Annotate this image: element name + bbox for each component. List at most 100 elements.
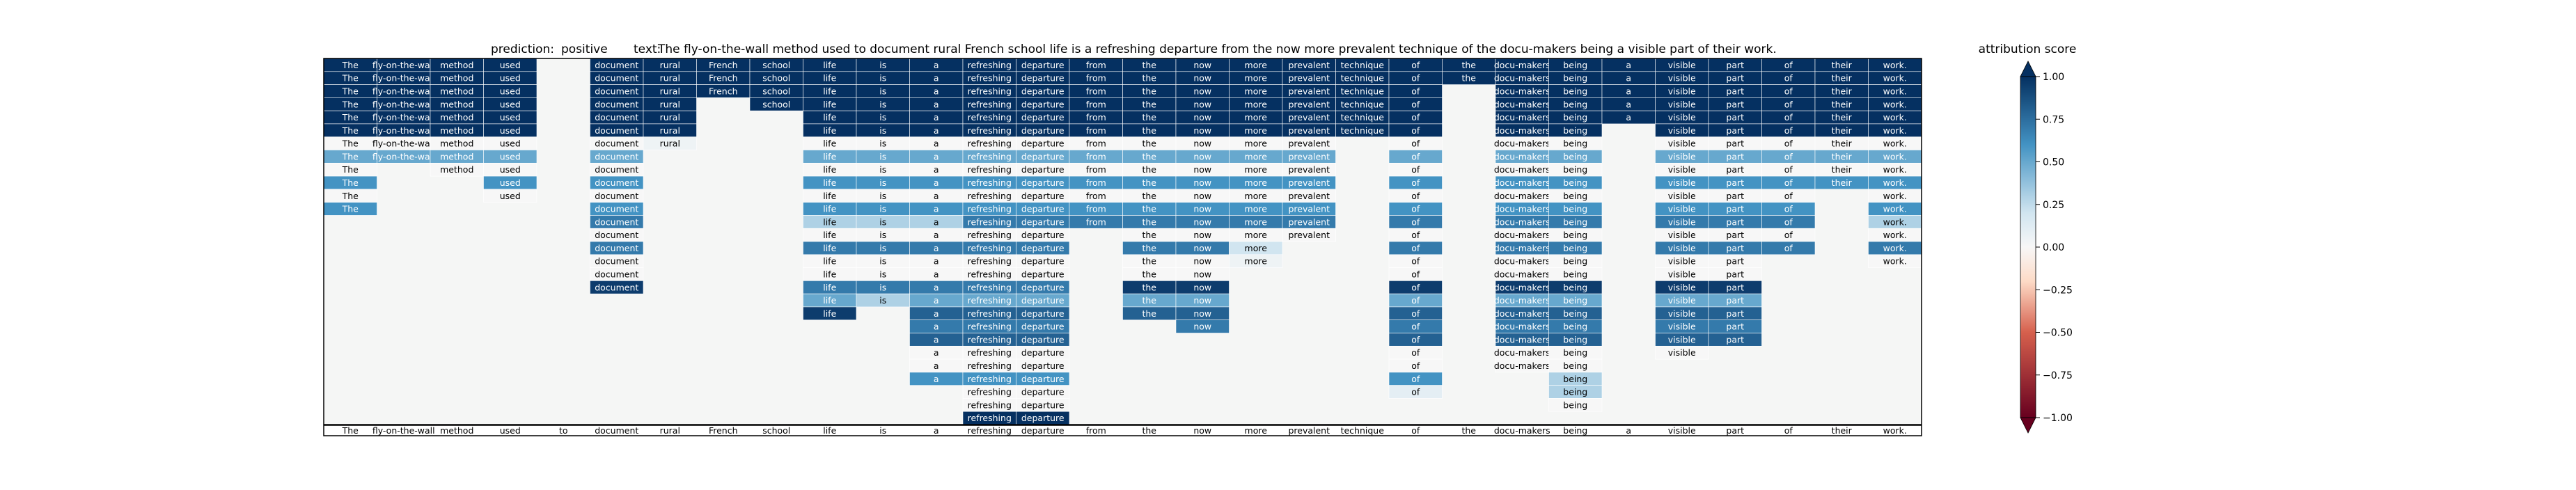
heatmap-cell-token: visible xyxy=(1668,243,1696,253)
heatmap-cell-token: used xyxy=(500,99,521,109)
heatmap-cell-token: life xyxy=(823,308,836,319)
heatmap-cell-token: of xyxy=(1411,112,1420,122)
heatmap-cell-token: work. xyxy=(1883,125,1907,136)
heatmap-cell-token: docu-makers xyxy=(1494,347,1550,358)
heatmap-cell-token: now xyxy=(1193,151,1211,161)
heatmap-cell-token: French xyxy=(709,73,738,84)
heatmap-cell-token: their xyxy=(1832,73,1853,84)
heatmap-cell-token: document xyxy=(595,177,638,188)
heatmap-cell-token: prevalent xyxy=(1288,204,1330,214)
heatmap-cell-token: life xyxy=(823,204,836,214)
heatmap-cell-token: work. xyxy=(1883,204,1907,214)
heatmap-cell-token: document xyxy=(595,125,638,136)
heatmap-cell-token: from xyxy=(1086,125,1106,136)
heatmap-cell-token: prevalent xyxy=(1288,230,1330,240)
heatmap-cell-token: now xyxy=(1193,177,1211,188)
heatmap-cell-token: docu-makers xyxy=(1494,177,1550,188)
heatmap-cell-token: the xyxy=(1142,256,1156,267)
heatmap-cell-token: a xyxy=(934,361,939,371)
heatmap-cell-token: prevalent xyxy=(1288,216,1330,227)
heatmap-cell-token: their xyxy=(1832,139,1853,149)
heatmap-cell-token: from xyxy=(1086,73,1106,84)
heatmap-cell-token: is xyxy=(879,230,886,240)
heatmap-cell-token: of xyxy=(1411,73,1420,84)
heatmap-cell-token: now xyxy=(1193,73,1211,84)
heatmap-cell-token: The xyxy=(342,177,359,188)
heatmap-cell-token: refreshing xyxy=(968,125,1012,136)
heatmap-cell-token: of xyxy=(1411,308,1420,319)
heatmap-cell-token: of xyxy=(1411,86,1420,96)
heatmap-cell-token: document xyxy=(595,151,638,161)
heatmap-cell-token: refreshing xyxy=(968,204,1012,214)
heatmap-cell-token: being xyxy=(1563,334,1587,345)
heatmap-cell-token: document xyxy=(595,86,638,96)
heatmap-cell-token: school xyxy=(762,60,790,70)
heatmap-cell-token: being xyxy=(1563,216,1587,227)
heatmap-cell-token: work. xyxy=(1883,230,1907,240)
heatmap-cell-token: the xyxy=(1142,282,1156,292)
heatmap-cell-token: more xyxy=(1245,191,1268,201)
token-axis-label: of xyxy=(1784,425,1793,436)
heatmap-cell-token: more xyxy=(1245,125,1268,136)
heatmap-cell-token: departure xyxy=(1021,322,1065,332)
heatmap-cell-token: document xyxy=(595,216,638,227)
token-axis-frame xyxy=(323,425,1922,436)
token-axis-label: the xyxy=(1461,425,1476,436)
heatmap-cell-token: is xyxy=(879,99,886,109)
heatmap-cell-token: of xyxy=(1411,60,1420,70)
heatmap-cell-token: docu-makers xyxy=(1494,112,1550,122)
heatmap-cell-token: a xyxy=(1626,73,1631,84)
heatmap-cell-token: work. xyxy=(1883,86,1907,96)
heatmap-cell-token: refreshing xyxy=(968,282,1012,292)
heatmap-cell-token: part xyxy=(1726,99,1744,109)
heatmap-cell-token: docu-makers xyxy=(1494,60,1550,70)
heatmap-cell-token: visible xyxy=(1668,282,1696,292)
heatmap-cell-token: departure xyxy=(1021,73,1065,84)
heatmap-cell-token: is xyxy=(879,177,886,188)
heatmap-cell-token: The xyxy=(342,125,359,136)
heatmap-cell-token: more xyxy=(1245,112,1268,122)
heatmap-cell-token: life xyxy=(823,230,836,240)
heatmap-cell-token: refreshing xyxy=(968,347,1012,358)
heatmap-cell-token: the xyxy=(1142,125,1156,136)
heatmap-cell-token: refreshing xyxy=(968,216,1012,227)
heatmap-cell-token: docu-makers xyxy=(1494,269,1550,279)
heatmap-cell-token: the xyxy=(1142,230,1156,240)
heatmap-cell-token: rural xyxy=(660,112,680,122)
heatmap-cell-token: now xyxy=(1193,164,1211,175)
heatmap-cell-token: being xyxy=(1563,243,1587,253)
heatmap-cell-token: work. xyxy=(1883,216,1907,227)
heatmap-cell-token: departure xyxy=(1021,256,1065,267)
heatmap-cell-token: is xyxy=(879,204,886,214)
heatmap-cell-token: fly-on-the-wall xyxy=(372,125,435,136)
heatmap-cell-token: document xyxy=(595,139,638,149)
heatmap-cell-token: prevalent xyxy=(1288,73,1330,84)
heatmap-cell-token: prevalent xyxy=(1288,112,1330,122)
heatmap-cell-token: part xyxy=(1726,230,1744,240)
heatmap-cell-token: a xyxy=(934,99,939,109)
heatmap-cell-token: a xyxy=(934,177,939,188)
heatmap-cell-token: now xyxy=(1193,204,1211,214)
heatmap-cell-token: of xyxy=(1411,374,1420,384)
heatmap-cell-token: used xyxy=(500,139,521,149)
heatmap-cell-token: a xyxy=(934,151,939,161)
heatmap-cell-token: from xyxy=(1086,139,1106,149)
heatmap-cell-token: departure xyxy=(1021,374,1065,384)
heatmap-cell-token: the xyxy=(1142,139,1156,149)
heatmap-cell-token: the xyxy=(1142,112,1156,122)
heatmap-cell-token: docu-makers xyxy=(1494,322,1550,332)
heatmap-cell-token: visible xyxy=(1668,204,1696,214)
heatmap-cell-token: work. xyxy=(1883,99,1907,109)
heatmap-cell-token: used xyxy=(500,164,521,175)
colorbar-tick-label: −1.00 xyxy=(2043,413,2073,424)
heatmap-cell-token: being xyxy=(1563,322,1587,332)
heatmap-cell-token: of xyxy=(1411,334,1420,345)
heatmap-cell-token: life xyxy=(823,99,836,109)
heatmap-cell-token: work. xyxy=(1883,73,1907,84)
heatmap-cell-token: now xyxy=(1193,99,1211,109)
heatmap-cell-token: being xyxy=(1563,374,1587,384)
token-axis-label: French xyxy=(709,425,738,436)
heatmap-cell-token: departure xyxy=(1021,60,1065,70)
heatmap-cell-token: part xyxy=(1726,269,1744,279)
